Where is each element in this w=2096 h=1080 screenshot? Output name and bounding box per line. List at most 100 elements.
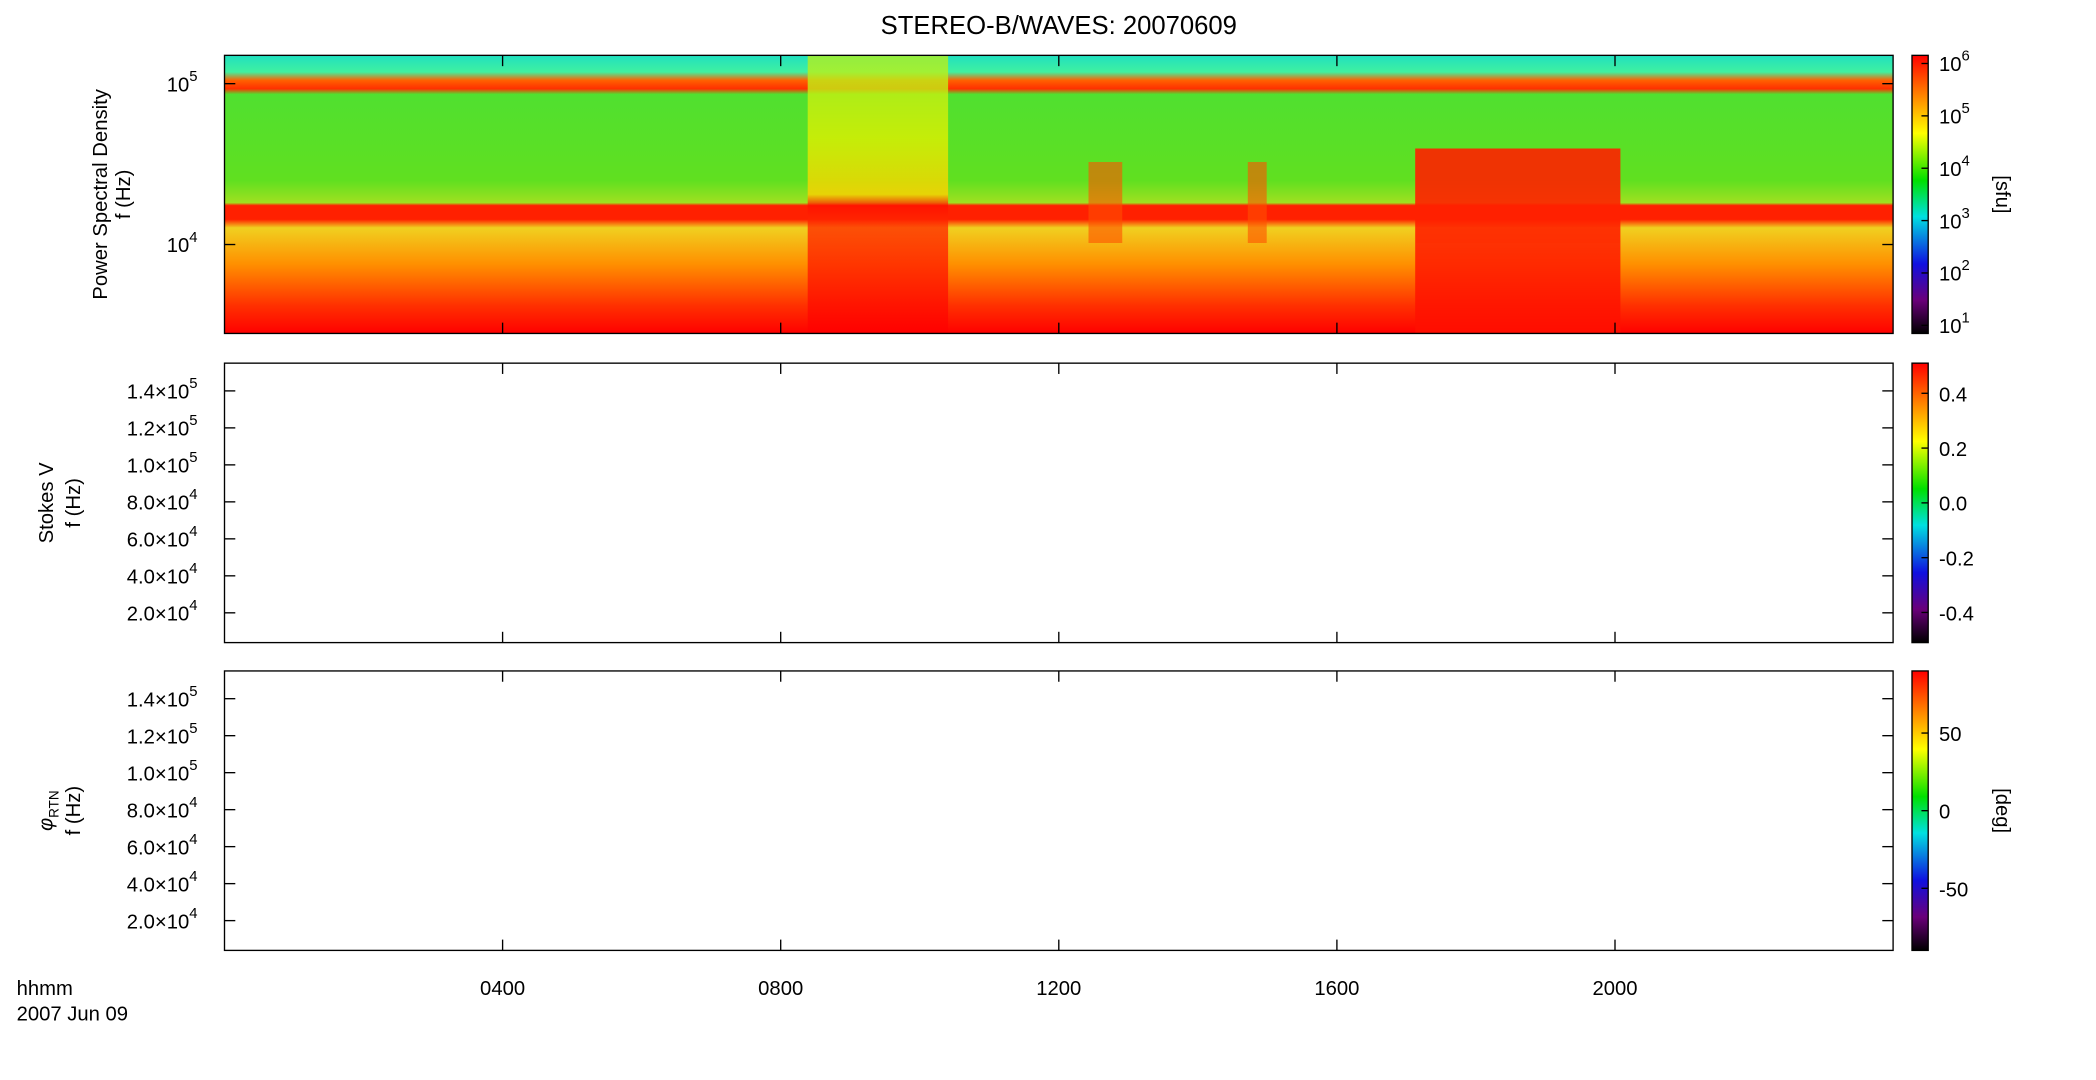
y-tick-label-exp: 4 <box>189 832 197 848</box>
colorbar-tick-label: 104 <box>1939 153 1970 181</box>
y-axis-label: f (Hz) <box>113 170 135 220</box>
colorbar-tick-label-exp: 1 <box>1962 311 1970 327</box>
y-tick-label: 6.0×104 <box>127 524 198 552</box>
y-tick-label-base: 1.0×10 <box>127 456 190 478</box>
y-axis-label: Power Spectral Density <box>90 88 112 299</box>
colorbar-tick-label: -0.2 <box>1939 549 1974 571</box>
y-tick-label-base: 10 <box>167 236 190 258</box>
y-tick-label-exp: 5 <box>189 413 197 429</box>
y-tick-label-base: 1.2×10 <box>127 419 190 441</box>
y-tick-label-exp: 4 <box>189 906 197 922</box>
y-tick-label-base: 2.0×10 <box>127 604 190 626</box>
y-tick-label: 1.4×105 <box>127 376 198 404</box>
y-tick-label-base: 4.0×10 <box>127 875 190 897</box>
colorbar-tick-label-base: 10 <box>1939 107 1962 129</box>
y-tick-label: 1.0×105 <box>127 450 198 478</box>
y-axis-label-symbol: φ <box>36 818 58 831</box>
colorbar-tick-label-exp: 3 <box>1962 206 1970 222</box>
colorbar-tick-label-base: 10 <box>1939 316 1962 338</box>
x-tick-label: 0800 <box>758 978 803 1000</box>
y-tick-label-base: 1.2×10 <box>127 727 190 749</box>
y-tick-label: 1.2×105 <box>127 413 198 441</box>
y-tick-label-exp: 5 <box>189 684 197 700</box>
colorbar-unit: [sfu] <box>1991 175 2013 213</box>
colorbar-unit: [deg] <box>1991 788 2013 833</box>
colorbar-tick-label: 106 <box>1939 49 1970 77</box>
colorbar-tick-label: -50 <box>1939 879 1968 901</box>
colorbar-tick-label-exp: 5 <box>1962 101 1970 117</box>
colorbar-tick-label: 0.4 <box>1939 384 1967 406</box>
y-tick-label-exp: 4 <box>189 598 197 614</box>
y-tick-label-base: 10 <box>167 75 190 97</box>
x-tick-label: 1200 <box>1036 978 1081 1000</box>
y-tick-label-exp: 4 <box>189 869 197 885</box>
y-tick-label-exp: 5 <box>189 69 197 85</box>
y-tick-label-exp: 4 <box>189 230 197 246</box>
colorbar-tick-label-base: 10 <box>1939 264 1962 286</box>
colorbar-tick-label-base: 0.0 <box>1939 494 1967 516</box>
y-tick-label-exp: 5 <box>189 721 197 737</box>
colorbar-tick-label: 0.0 <box>1939 494 1967 516</box>
y-axis-label: f (Hz) <box>63 478 85 527</box>
x-tick-label: 0400 <box>480 978 525 1000</box>
empty-plot-area <box>224 363 1894 643</box>
colorbar-tick-label: 105 <box>1939 101 1970 129</box>
y-tick-label-exp: 4 <box>189 795 197 811</box>
y-tick-label-base: 8.0×10 <box>127 801 190 823</box>
y-tick-label-base: 8.0×10 <box>127 493 190 515</box>
y-tick-label-exp: 4 <box>189 524 197 540</box>
y-tick-label-exp: 4 <box>189 487 197 503</box>
y-tick-label-base: 6.0×10 <box>127 530 190 552</box>
colorbar-tick-label: 50 <box>1939 724 1962 746</box>
y-axis-label: Stokes V <box>36 462 58 544</box>
empty-plot-area <box>224 670 1894 951</box>
x-axis-label: hhmm <box>17 978 73 1000</box>
colorbar-tick-label: 101 <box>1939 311 1970 339</box>
colorbar-tick-label-base: 10 <box>1939 159 1962 181</box>
x-tick-label: 2000 <box>1592 978 1637 1000</box>
colorbar-tick-label-base: 10 <box>1939 212 1962 234</box>
x-tick-label: 1600 <box>1314 978 1359 1000</box>
y-tick-label-base: 2.0×10 <box>127 912 190 934</box>
colorbar-tick-label: -0.4 <box>1939 604 1974 626</box>
y-tick-label-base: 1.4×10 <box>127 382 190 404</box>
y-axis-label-sub: RTN <box>46 790 61 818</box>
y-tick-label: 6.0×104 <box>127 832 198 860</box>
y-tick-label-base: 6.0×10 <box>127 838 190 860</box>
colorbar-tick-label-exp: 6 <box>1962 49 1970 65</box>
y-tick-label: 1.0×105 <box>127 758 198 786</box>
y-tick-label: 105 <box>167 69 198 97</box>
y-tick-label-exp: 5 <box>189 450 197 466</box>
y-tick-label: 8.0×104 <box>127 487 198 515</box>
y-tick-label: 4.0×104 <box>127 869 198 897</box>
y-tick-label-base: 1.0×10 <box>127 764 190 786</box>
y-axis-label: φRTN <box>36 790 61 831</box>
colorbar-frame <box>1911 54 1929 335</box>
colorbar-tick-label: 103 <box>1939 206 1970 234</box>
y-tick-label: 1.4×105 <box>127 684 198 712</box>
y-tick-label: 1.2×105 <box>127 721 198 749</box>
colorbar-tick-label: 0 <box>1939 802 1950 824</box>
colorbar-tick-label-exp: 2 <box>1962 258 1970 274</box>
y-tick-label-exp: 5 <box>189 758 197 774</box>
y-tick-label: 2.0×104 <box>127 906 198 934</box>
colorbars <box>1912 55 1929 951</box>
colorbar-tick-label-base: 10 <box>1939 55 1962 77</box>
x-axis-label: 2007 Jun 09 <box>17 1004 128 1026</box>
y-tick-label: 4.0×104 <box>127 561 198 589</box>
colorbar-tick-label: 102 <box>1939 258 1970 286</box>
spectrogram-image <box>224 55 1894 334</box>
colorbar-tick-label: 0.2 <box>1939 439 1967 461</box>
colorbar-tick-label-exp: 4 <box>1962 153 1970 169</box>
y-tick-label-base: 4.0×10 <box>127 567 190 589</box>
y-axis-label: f (Hz) <box>63 786 85 835</box>
y-tick-label-exp: 5 <box>189 376 197 392</box>
chart-title: STEREO-B/WAVES: 20070609 <box>881 12 1237 40</box>
y-tick-label: 2.0×104 <box>127 598 198 626</box>
y-tick-label: 8.0×104 <box>127 795 198 823</box>
y-tick-label: 104 <box>167 230 198 258</box>
y-tick-label-base: 1.4×10 <box>127 690 190 712</box>
y-tick-label-exp: 4 <box>189 561 197 577</box>
